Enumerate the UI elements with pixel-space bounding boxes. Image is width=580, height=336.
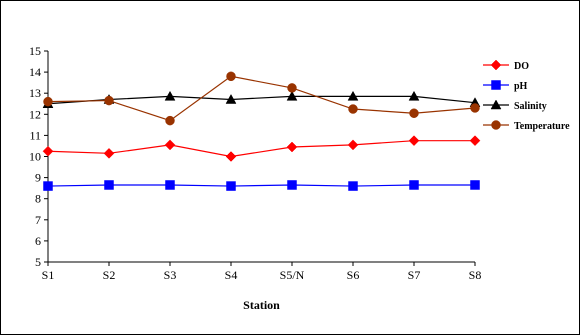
legend: DO pH Salinity Temperature	[483, 59, 570, 132]
x-ticks: S1 S2 S3 S4 S5/N S6 S7 S8	[42, 262, 482, 282]
legend-marker-ph	[491, 80, 501, 90]
y-tick-label: 8	[35, 192, 41, 206]
legend-marker-temperature	[491, 120, 501, 130]
data-point-do	[164, 139, 176, 151]
data-point-temperature	[348, 104, 358, 114]
data-point-salinity	[286, 90, 298, 101]
x-tick-label: S3	[164, 268, 177, 282]
series-line-temperature	[47, 75, 476, 122]
legend-label-do: DO	[514, 61, 529, 72]
data-point-do	[42, 145, 54, 157]
y-tick-label: 5	[35, 255, 41, 269]
data-point-temperature	[226, 71, 236, 82]
series-lines	[47, 75, 476, 187]
y-tick-label: 7	[35, 213, 41, 227]
data-point-salinity	[225, 94, 237, 104]
series-line-ph	[47, 184, 475, 187]
data-point-ph	[104, 180, 114, 190]
y-tick-label: 15	[29, 44, 41, 58]
data-point-do	[225, 151, 237, 162]
x-tick-label: S4	[225, 268, 238, 282]
data-point-temperature	[104, 95, 114, 106]
data-point-temperature	[165, 115, 175, 126]
data-point-ph	[287, 180, 297, 190]
data-point-temperature	[409, 108, 419, 118]
data-point-ph	[165, 180, 175, 190]
x-axis-title: Station	[243, 298, 280, 312]
data-point-ph	[409, 180, 419, 190]
x-tick-label: S7	[408, 268, 421, 282]
legend-marker-do	[490, 59, 502, 71]
series-markers	[42, 71, 481, 191]
data-point-do	[469, 135, 481, 147]
data-point-do	[408, 135, 420, 147]
y-ticks: 5 6 7 8 9 10 11 12 13 14 15	[29, 44, 48, 269]
x-tick-label: S6	[347, 268, 360, 282]
y-tick-label: 11	[29, 128, 41, 142]
data-point-temperature	[287, 83, 297, 93]
data-point-salinity	[408, 90, 420, 101]
data-point-temperature	[470, 103, 480, 113]
legend-label-temperature: Temperature	[514, 121, 570, 132]
y-tick-label: 6	[35, 234, 41, 248]
data-point-do	[286, 141, 298, 153]
data-point-salinity	[164, 90, 176, 101]
y-tick-label: 9	[35, 171, 41, 185]
data-point-ph	[348, 181, 358, 191]
data-point-ph	[43, 181, 53, 191]
legend-marker-salinity	[490, 99, 502, 110]
data-point-ph	[470, 180, 480, 190]
y-tick-label: 10	[29, 150, 41, 164]
series-line-salinity	[47, 95, 476, 105]
data-point-salinity	[347, 90, 359, 101]
y-tick-label: 14	[29, 65, 41, 79]
data-point-do	[347, 139, 359, 151]
y-tick-label: 13	[29, 86, 41, 100]
x-tick-label: S1	[42, 268, 55, 282]
legend-label-salinity: Salinity	[514, 101, 547, 112]
data-point-ph	[226, 181, 236, 191]
data-point-temperature	[43, 96, 53, 107]
x-tick-label: S8	[469, 268, 482, 282]
x-tick-label: S2	[103, 268, 116, 282]
data-point-do	[103, 147, 115, 159]
legend-label-ph: pH	[514, 81, 528, 92]
y-tick-label: 12	[29, 107, 41, 121]
x-tick-label: S5/N	[280, 268, 305, 282]
series-line-do	[47, 140, 475, 158]
